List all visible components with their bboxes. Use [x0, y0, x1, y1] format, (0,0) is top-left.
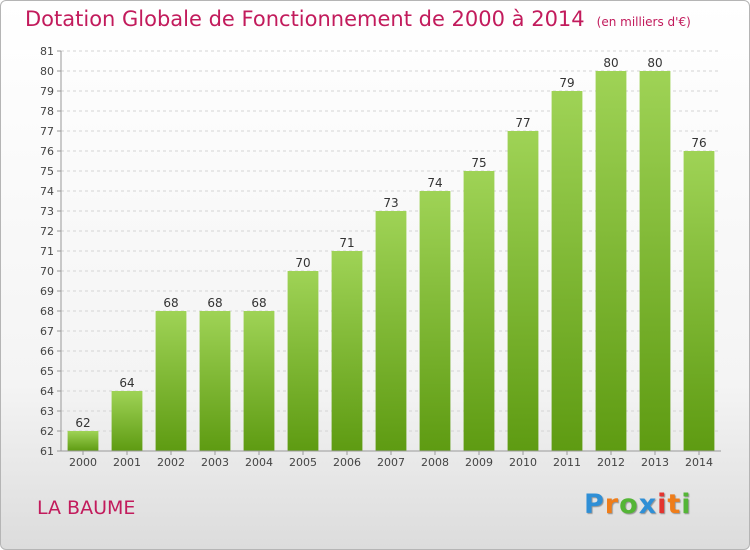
bar [463, 171, 495, 451]
x-tick-label: 2005 [289, 456, 317, 469]
y-tick-label: 81 [40, 45, 54, 58]
y-tick-label: 70 [40, 265, 54, 278]
bar [639, 71, 671, 451]
y-tick-label: 74 [40, 185, 54, 198]
x-tick-label: 2007 [377, 456, 405, 469]
x-axis-tick-labels: 2000 2001 2002 2003 2004 2005 2006 2007 2008 2009… [69, 451, 713, 469]
y-tick-label: 80 [40, 65, 54, 78]
y-tick-label: 78 [40, 105, 54, 118]
x-tick-label: 2003 [201, 456, 229, 469]
x-tick-label: 2012 [597, 456, 625, 469]
bar [683, 151, 715, 451]
data-label: 68 [163, 296, 178, 310]
data-label: 71 [339, 236, 354, 250]
x-tick-label: 2010 [509, 456, 537, 469]
bar [595, 71, 627, 451]
y-tick-label: 64 [40, 385, 54, 398]
y-tick-label: 63 [40, 405, 54, 418]
bar [375, 211, 407, 451]
bar [331, 251, 363, 451]
data-label: 79 [559, 76, 574, 90]
y-tick-label: 65 [40, 365, 54, 378]
logo-letter: P [584, 489, 605, 520]
y-tick-label: 77 [40, 125, 54, 138]
bar [243, 311, 275, 451]
x-tick-label: 2001 [113, 456, 141, 469]
bar [155, 311, 187, 451]
logo-letter: o [619, 489, 639, 520]
bar [199, 311, 231, 451]
commune-name: LA BAUME [37, 497, 136, 519]
logo-letter: t [667, 489, 682, 520]
data-label: 62 [75, 416, 90, 430]
data-labels: 62 64 68 68 68 70 71 73 74 75 77 79 80 80 76 [75, 56, 706, 430]
bar [67, 431, 99, 451]
x-tick-label: 2008 [421, 456, 449, 469]
data-label: 74 [427, 176, 442, 190]
y-tick-label: 66 [40, 345, 54, 358]
unit-text: (en milliers d'€) [596, 15, 691, 29]
bars [67, 71, 715, 451]
data-label: 68 [251, 296, 266, 310]
bar [287, 271, 319, 451]
data-label: 64 [119, 376, 134, 390]
y-tick-label: 69 [40, 285, 54, 298]
data-label: 70 [295, 256, 310, 270]
y-tick-label: 73 [40, 205, 54, 218]
y-tick-label: 67 [40, 325, 54, 338]
data-label: 76 [691, 136, 706, 150]
x-tick-label: 2002 [157, 456, 185, 469]
logo-letter: x [638, 489, 658, 520]
y-tick-label: 75 [40, 165, 54, 178]
y-tick-label: 72 [40, 225, 54, 238]
x-tick-label: 2011 [553, 456, 581, 469]
x-tick-label: 2009 [465, 456, 493, 469]
x-tick-label: 2014 [685, 456, 713, 469]
bar [419, 191, 451, 451]
y-tick-label: 76 [40, 145, 54, 158]
x-tick-label: 2013 [641, 456, 669, 469]
x-tick-label: 2000 [69, 456, 97, 469]
data-label: 80 [647, 56, 662, 70]
data-label: 73 [383, 196, 398, 210]
x-tick-label: 2004 [245, 456, 273, 469]
y-tick-label: 62 [40, 425, 54, 438]
data-label: 75 [471, 156, 486, 170]
bar [111, 391, 143, 451]
bar [507, 131, 539, 451]
chart-title: Dotation Globale de Fonctionnement de 20… [25, 7, 691, 31]
logo-letter: r [604, 489, 620, 520]
logo-letter: i [657, 489, 668, 520]
logo-letter: i [681, 489, 692, 520]
proxiti-logo: Proxiti [584, 489, 692, 520]
y-tick-label: 79 [40, 85, 54, 98]
y-tick-label: 68 [40, 305, 54, 318]
y-tick-label: 61 [40, 445, 54, 458]
data-label: 68 [207, 296, 222, 310]
title-text: Dotation Globale de Fonctionnement de 20… [25, 7, 585, 31]
x-tick-label: 2006 [333, 456, 361, 469]
data-label: 80 [603, 56, 618, 70]
data-label: 77 [515, 116, 530, 130]
bar [551, 91, 583, 451]
y-tick-label: 71 [40, 245, 54, 258]
y-axis-tick-labels: 61 62 63 64 65 66 67 68 69 70 71 72 73 74 75 76 77 78 79 80… [40, 45, 54, 458]
